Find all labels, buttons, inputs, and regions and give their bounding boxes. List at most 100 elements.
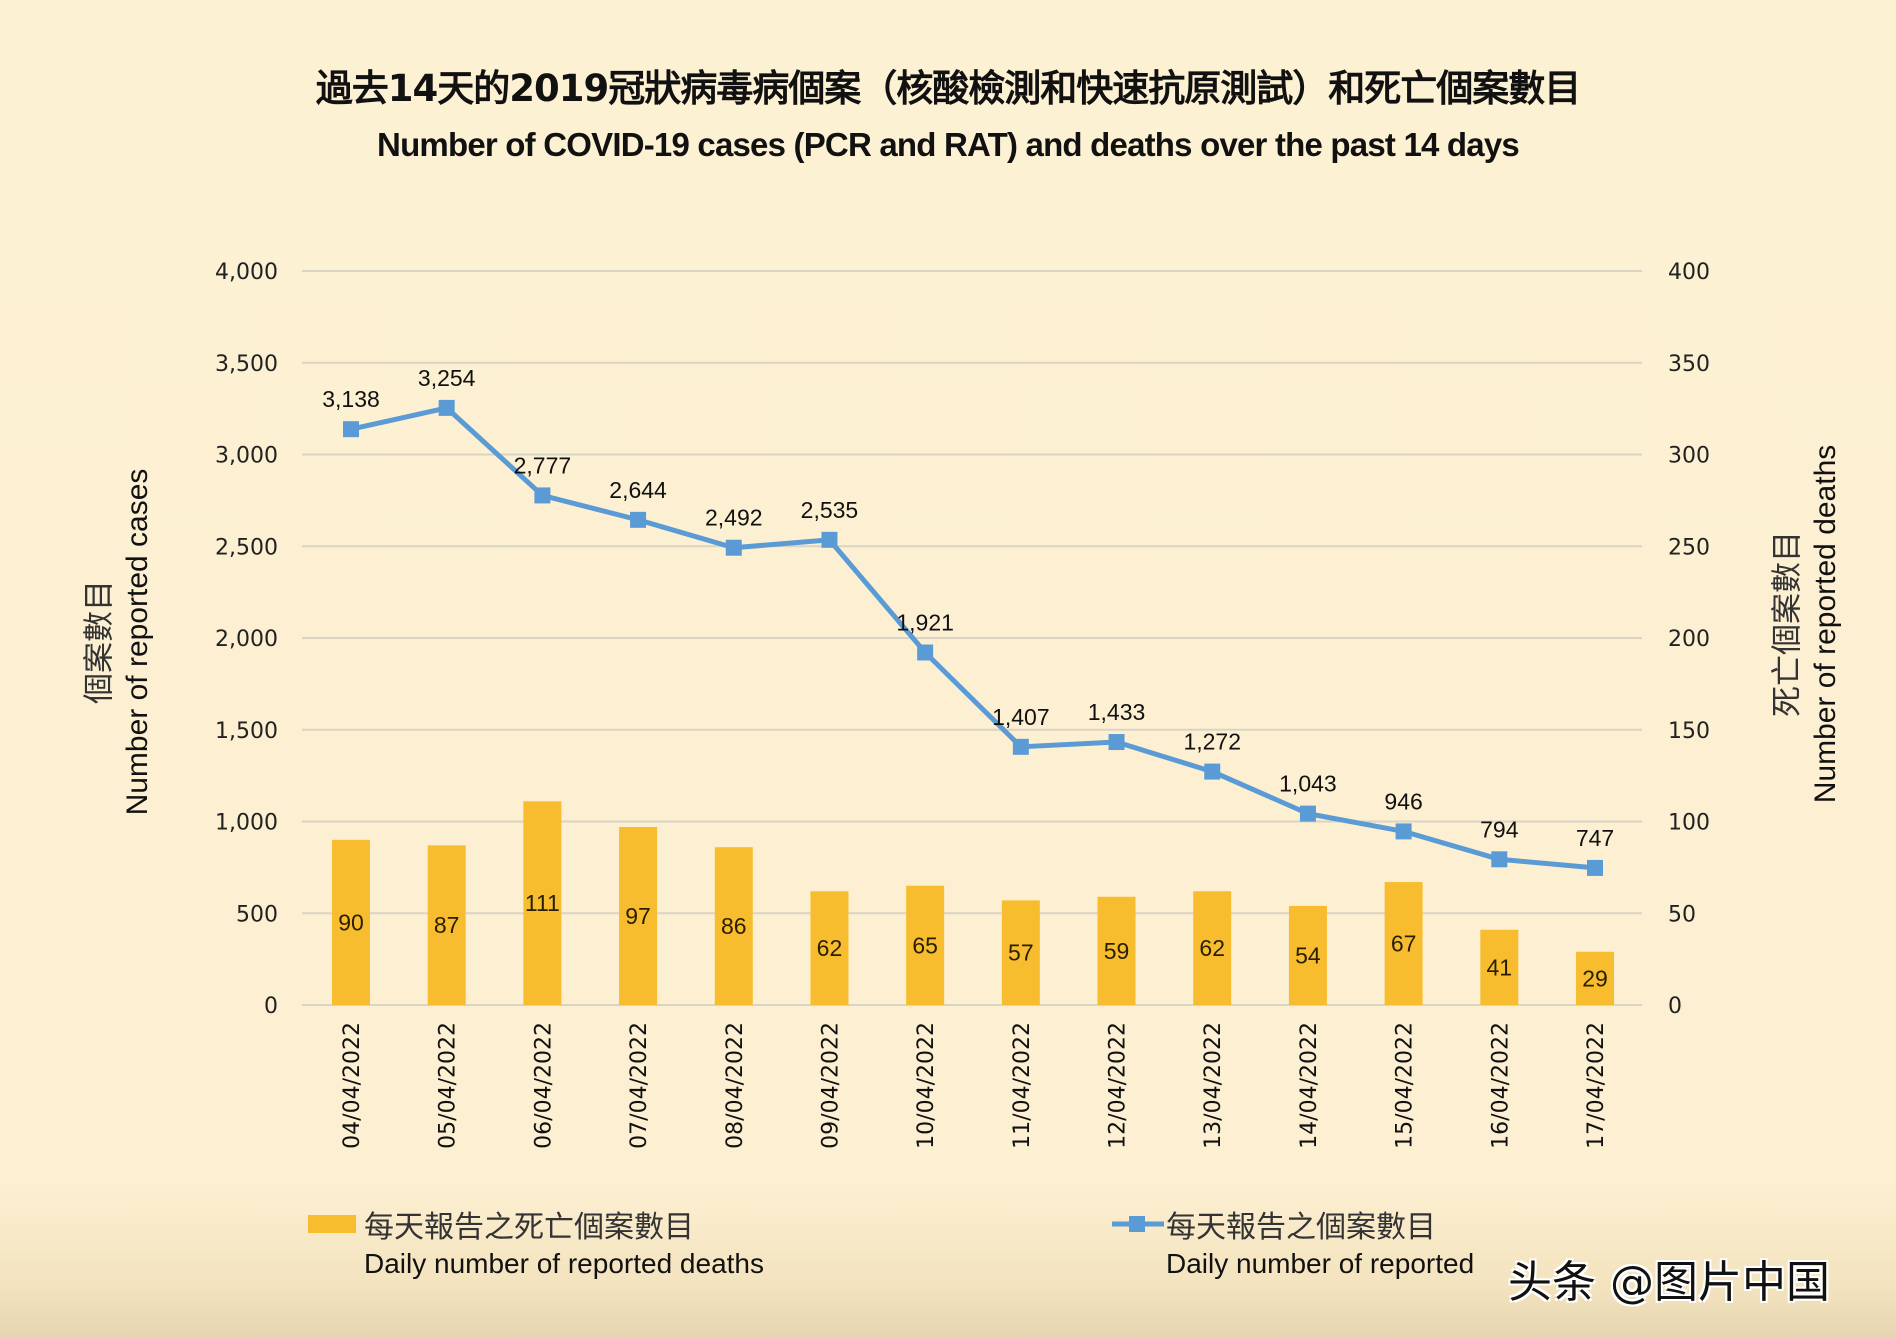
death-bar-label: 62 [817, 935, 843, 961]
cases-data-label: 2,492 [705, 505, 763, 531]
x-axis-label: 05/04/2022 [436, 1022, 461, 1149]
legend-deaths-english: Daily number of reported deaths [364, 1248, 764, 1279]
right-axis-ticks: 0 50 100 150 200 250 300 350 400 [1668, 260, 1710, 1019]
death-bar-label: 65 [912, 932, 938, 958]
cases-data-label: 747 [1576, 825, 1614, 851]
cases-marker [1395, 823, 1412, 840]
death-bar-label: 97 [625, 903, 651, 929]
death-bar [1097, 896, 1136, 1005]
death-bar-label: 86 [721, 913, 747, 939]
x-axis-label: 06/04/2022 [531, 1022, 556, 1149]
cases-marker [917, 644, 934, 661]
x-axis-label: 04/04/2022 [340, 1022, 365, 1149]
cases-data-label: 2,777 [514, 452, 572, 478]
death-bar-label: 29 [1582, 965, 1608, 991]
right-tick-label: 0 [1668, 994, 1682, 1019]
cases-marker [1012, 738, 1029, 755]
cases-marker [438, 399, 455, 416]
cases-data-label: 794 [1480, 816, 1519, 842]
x-axis-label: 11/04/2022 [1010, 1022, 1035, 1149]
death-bar-label: 111 [525, 890, 560, 916]
death-bar [1001, 900, 1040, 1005]
legend-line-swatch [1112, 1216, 1164, 1232]
left-tick-label: 1,000 [215, 811, 278, 836]
legend-cases-chinese: 每天報告之個案數目 [1166, 1210, 1436, 1245]
left-tick-label: 500 [236, 902, 278, 927]
death-bar-label: 87 [434, 912, 460, 938]
death-bar [714, 847, 753, 1005]
death-bar [1576, 951, 1614, 1005]
cases-data-label: 1,272 [1183, 729, 1241, 755]
cases-line-path [350, 405, 1596, 871]
death-bar [332, 839, 370, 1005]
death-bar-label: 54 [1295, 942, 1321, 968]
left-tick-label: 4,000 [215, 260, 278, 285]
x-axis-label: 15/04/2022 [1393, 1022, 1418, 1149]
right-tick-label: 200 [1668, 627, 1710, 652]
cases-marker [1204, 763, 1221, 780]
left-tick-label: 0 [264, 994, 278, 1019]
watermark-text: 头条 @图片中国 [1508, 1257, 1830, 1308]
death-bar-label: 57 [1008, 940, 1034, 966]
cases-marker [534, 487, 551, 504]
death-bar [1193, 891, 1232, 1005]
death-bar [1288, 905, 1327, 1005]
cases-data-label: 2,535 [801, 497, 859, 523]
cases-marker [1108, 734, 1125, 751]
gridlines [302, 270, 1642, 1006]
cases-marker [1491, 851, 1508, 868]
right-tick-label: 350 [1668, 352, 1710, 377]
death-bar [427, 845, 466, 1005]
legend-cases-english: Daily number of reported [1166, 1248, 1475, 1279]
death-bar [1480, 929, 1519, 1005]
death-bar-label: 41 [1487, 954, 1513, 980]
cases-data-label: 3,254 [418, 365, 476, 391]
cases-marker [821, 531, 838, 548]
chart-title-english: Number of COVID-19 cases (PCR and RAT) a… [377, 126, 1520, 163]
cases-marker [343, 421, 359, 438]
left-tick-label: 3,000 [215, 444, 278, 469]
x-axis-label: 13/04/2022 [1201, 1022, 1226, 1149]
right-tick-label: 100 [1668, 811, 1710, 836]
cases-data-label: 946 [1384, 788, 1422, 814]
right-tick-label: 400 [1668, 260, 1710, 285]
death-bar [906, 885, 945, 1005]
x-axis-label: 12/04/2022 [1106, 1022, 1131, 1149]
legend-bar-swatch [308, 1215, 356, 1233]
right-tick-label: 50 [1668, 902, 1696, 927]
death-bar-label: 67 [1391, 931, 1417, 957]
right-tick-label: 150 [1668, 719, 1710, 744]
x-axis-label: 17/04/2022 [1584, 1022, 1609, 1149]
chart-title-chinese: 過去14天的2019冠狀病毒病個案（核酸檢測和快速抗原測試）和死亡個案數目 [315, 67, 1581, 110]
cases-data-label: 3,138 [322, 386, 380, 412]
x-axis-labels: 04/04/2022 05/04/2022 06/04/2022 07/04/2022… [340, 1022, 1609, 1149]
x-axis-label: 08/04/2022 [723, 1022, 748, 1149]
legend-deaths-chinese: 每天報告之死亡個案數目 [364, 1210, 694, 1245]
left-axis-ticks: 0 500 1,000 1,500 2,000 2,500 3,000 3,500 4,000 [215, 260, 278, 1019]
cases-marker [1299, 805, 1316, 822]
cases-marker [725, 539, 742, 556]
cases-line [343, 399, 1603, 876]
right-tick-label: 300 [1668, 444, 1710, 469]
x-axis-label: 16/04/2022 [1488, 1022, 1513, 1149]
left-tick-label: 1,500 [215, 719, 278, 744]
cases-data-label: 2,644 [609, 477, 667, 503]
x-axis-label: 07/04/2022 [627, 1022, 652, 1149]
x-axis-label: 10/04/2022 [914, 1022, 939, 1149]
death-bars [332, 801, 1614, 1005]
left-tick-label: 2,000 [215, 627, 278, 652]
death-bar [1384, 882, 1423, 1005]
left-tick-label: 2,500 [215, 535, 278, 560]
cases-line-labels: 3,138 3,254 2,777 2,644 2,492 2,535 1,921 1,407… [322, 365, 1614, 851]
death-bar-label: 90 [338, 909, 364, 935]
cases-data-label: 1,043 [1279, 771, 1337, 797]
death-bar [619, 827, 658, 1005]
x-axis-label: 14/04/2022 [1297, 1022, 1322, 1149]
cases-marker [630, 511, 647, 528]
death-bar [810, 891, 849, 1005]
right-tick-label: 250 [1668, 535, 1710, 560]
cases-data-label: 1,921 [896, 609, 954, 635]
death-bar-label: 62 [1199, 935, 1225, 961]
death-bar [523, 801, 562, 1005]
left-tick-label: 3,500 [215, 352, 278, 377]
